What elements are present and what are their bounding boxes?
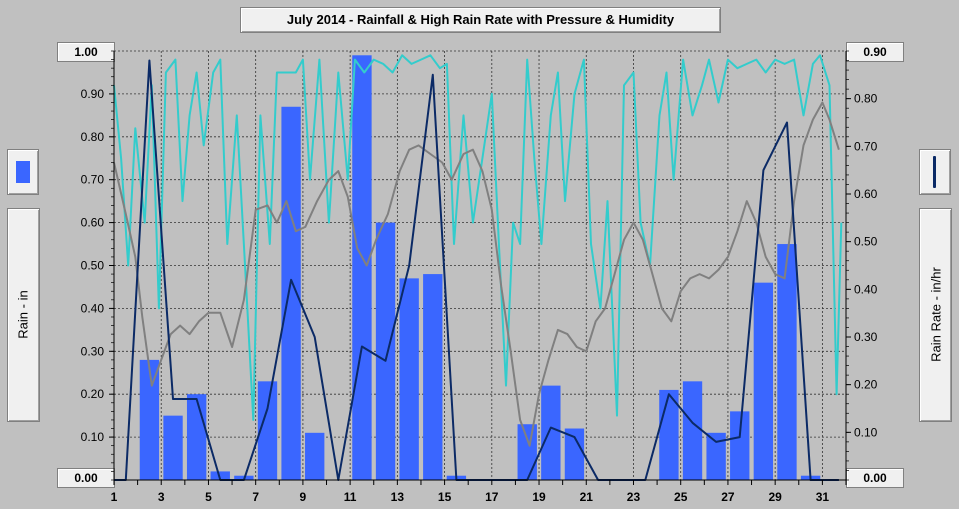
- pressure-line: [113, 101, 840, 447]
- rain-bar: [423, 274, 443, 480]
- left-tick-label: 0.90: [81, 87, 105, 101]
- left-axis-max-label: 1.00: [57, 42, 115, 62]
- rain-bar: [210, 471, 230, 480]
- x-tick-label: 13: [391, 490, 405, 504]
- rain-bar: [163, 415, 183, 480]
- x-tick-label: 15: [438, 490, 452, 504]
- x-tick-label: 1: [111, 490, 118, 504]
- right-tick-label: 0.20: [854, 378, 878, 392]
- rain-bar: [352, 55, 372, 480]
- right-tick-label: 0.30: [854, 330, 878, 344]
- x-tick-label: 23: [627, 490, 641, 504]
- left-tick-label: 0.60: [81, 216, 105, 230]
- x-tick-label: 11: [344, 490, 357, 504]
- x-tick-label: 7: [252, 490, 259, 504]
- x-tick-label: 25: [674, 490, 688, 504]
- rain-bars: [139, 55, 821, 481]
- right-tick-label: 0.40: [854, 282, 878, 296]
- left-tick-label: 0.70: [81, 173, 105, 187]
- rain-bar: [682, 381, 703, 480]
- rain-bar: [753, 282, 774, 480]
- x-tick-label: 5: [205, 490, 212, 504]
- rain-bar: [305, 432, 325, 480]
- left-tick-label: 0.50: [81, 259, 105, 273]
- rain-bar: [564, 428, 585, 480]
- rain-rate-legend-swatch-panel: [919, 149, 951, 195]
- right-tick-label: 0.50: [854, 235, 878, 249]
- axes: 0.10 0.20 0.30 0.40 0.50 0.60 0.70 0.80 0.90 0.10…: [81, 50, 878, 504]
- rain-bar: [139, 359, 160, 480]
- rain-legend-swatch-panel: [7, 149, 39, 195]
- left-tick-label: 0.40: [81, 301, 105, 315]
- x-tick-label: 29: [768, 490, 782, 504]
- left-tick-label: 0.30: [81, 344, 105, 358]
- chart-title-panel: July 2014 - Rainfall & High Rain Rate wi…: [240, 7, 721, 33]
- rain-bar: [777, 244, 797, 480]
- rain-bar: [730, 411, 750, 480]
- rain-bar: [399, 278, 419, 480]
- left-axis-title-panel: Rain - in: [7, 208, 40, 422]
- x-tick-label: 3: [158, 490, 165, 504]
- right-tick-label: 0.80: [854, 92, 878, 106]
- right-tick-label: 0.60: [854, 187, 878, 201]
- rain-bar-swatch-icon: [16, 161, 30, 183]
- rain-bar: [706, 432, 726, 480]
- rain-bar: [186, 394, 207, 480]
- right-tick-label: 0.70: [854, 139, 878, 153]
- rain-bar: [281, 106, 301, 481]
- rain-bar: [541, 385, 561, 480]
- rain-bar: [517, 424, 537, 480]
- left-tick-label: 0.10: [81, 430, 105, 444]
- right-axis-title-panel: Rain Rate - in/hr: [919, 208, 952, 422]
- rain-bar: [375, 222, 396, 480]
- x-tick-label: 27: [721, 490, 735, 504]
- left-tick-label: 0.80: [81, 130, 105, 144]
- left-tick-label: 0.20: [81, 387, 105, 401]
- rain-bar: [257, 381, 278, 480]
- x-tick-label: 31: [816, 490, 830, 504]
- x-tick-label: 19: [532, 490, 546, 504]
- chart-title: July 2014 - Rainfall & High Rain Rate wi…: [286, 12, 675, 27]
- x-tick-label: 21: [580, 490, 594, 504]
- rain-rate-line-swatch-icon: [933, 156, 936, 188]
- left-axis-min-label: 0.00: [57, 468, 115, 488]
- x-tick-label: 17: [485, 490, 499, 504]
- x-tick-label: 9: [300, 490, 307, 504]
- right-tick-label: 0.10: [854, 425, 878, 439]
- humidity-line: [113, 54, 843, 421]
